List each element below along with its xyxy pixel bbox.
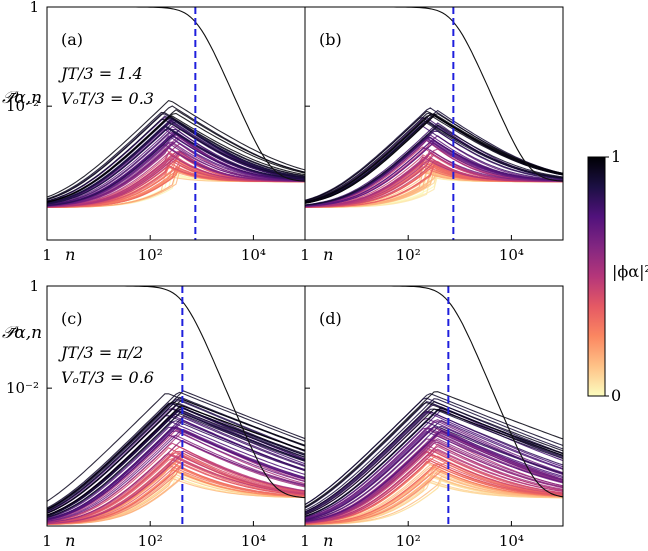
x-tick-label-1: n bbox=[323, 245, 333, 264]
curve-b-76 bbox=[305, 114, 563, 203]
x-tick-label-0: 1 bbox=[42, 246, 52, 264]
colorbar: 1 0 |ϕα|² bbox=[587, 147, 648, 405]
curve-c-63 bbox=[47, 398, 305, 511]
y-tick-label-1: 10⁻² bbox=[6, 379, 39, 397]
curve-c-71 bbox=[47, 410, 305, 518]
curve-d-31 bbox=[305, 460, 563, 524]
curve-d-58 bbox=[305, 430, 563, 523]
curve-c-35 bbox=[47, 450, 305, 525]
curve-c-79 bbox=[47, 401, 305, 510]
x-tick-label-1: n bbox=[65, 245, 75, 264]
decay-curve-c bbox=[47, 286, 305, 499]
colorbar-max-label: 1 bbox=[611, 147, 621, 166]
y-tick-label-1: 10⁻² bbox=[6, 97, 39, 115]
curve-c-77 bbox=[47, 399, 305, 514]
curve-d-7 bbox=[305, 479, 563, 526]
curve-d-63 bbox=[305, 409, 563, 518]
panel-label-c: (c) bbox=[61, 309, 82, 328]
x-tick-label-3: 10⁴ bbox=[241, 246, 266, 264]
colorbar-label: |ϕα|² bbox=[612, 262, 648, 281]
curve-c-30 bbox=[47, 447, 305, 523]
curve-a-32 bbox=[47, 152, 305, 208]
curve-d-57 bbox=[305, 430, 563, 520]
curve-c-74 bbox=[47, 390, 305, 511]
y-axis-label-top: 𝒫̄α,n bbox=[2, 88, 42, 108]
y-axis-label-bottom: 𝒫̄α,n bbox=[2, 323, 42, 343]
curve-d-76 bbox=[305, 401, 563, 513]
curve-d-71 bbox=[305, 398, 563, 511]
curve-c-73 bbox=[47, 391, 305, 509]
curve-c-46 bbox=[47, 428, 305, 522]
x-tick-label-0: 1 bbox=[300, 532, 310, 550]
x-tick-label-3: 10⁴ bbox=[241, 532, 266, 550]
curve-d-47 bbox=[305, 438, 563, 522]
annotation-1: VₒT/3 = 0.6 bbox=[61, 368, 154, 387]
panel-frame-b bbox=[304, 6, 564, 241]
x-tick-label-2: 10² bbox=[138, 532, 163, 550]
curve-c-36 bbox=[47, 429, 305, 521]
curve-d-20 bbox=[305, 470, 563, 525]
x-tick-label-2: 10² bbox=[396, 246, 421, 264]
panel-label-d: (d) bbox=[319, 309, 342, 328]
curve-c-70 bbox=[47, 407, 305, 517]
x-tick-label-1: n bbox=[323, 531, 333, 550]
x-tick-label-0: 1 bbox=[42, 532, 52, 550]
panel-b: 1 n 10² 10⁴ (b) bbox=[300, 6, 564, 264]
curve-c-60 bbox=[47, 420, 305, 519]
x-tick-label-2: 10² bbox=[138, 246, 163, 264]
curve-c-33 bbox=[47, 453, 305, 524]
curve-d-78 bbox=[305, 408, 563, 516]
curve-c-55 bbox=[47, 415, 305, 520]
curve-c-32 bbox=[47, 454, 305, 525]
curve-a-74 bbox=[47, 111, 305, 200]
curve-b-70 bbox=[305, 124, 563, 206]
x-tick-label-1: n bbox=[65, 531, 75, 550]
colorbar-bar bbox=[587, 156, 606, 397]
panel-label-b: (b) bbox=[319, 30, 342, 49]
annotation-0: JT/3 = 1.4 bbox=[58, 64, 143, 83]
curve-d-79 bbox=[305, 391, 563, 508]
decay-curve-b bbox=[305, 7, 563, 182]
decay-curve-a bbox=[47, 7, 305, 182]
curve-d-70 bbox=[305, 400, 563, 509]
decay-curve-d bbox=[305, 286, 563, 498]
curve-c-39 bbox=[47, 440, 305, 524]
curve-c-47 bbox=[47, 426, 305, 519]
panel-label-a: (a) bbox=[61, 30, 83, 49]
x-tick-label-3: 10⁴ bbox=[499, 246, 524, 264]
x-tick-label-2: 10² bbox=[396, 532, 421, 550]
curve-d-39 bbox=[305, 445, 563, 524]
curve-c-20 bbox=[47, 461, 305, 525]
curve-b-62 bbox=[305, 130, 563, 206]
curve-d-26 bbox=[305, 463, 563, 525]
curve-c-75 bbox=[47, 406, 305, 516]
curve-d-73 bbox=[305, 408, 563, 517]
y-tick-label-0: 1 bbox=[29, 277, 39, 295]
curve-b-49 bbox=[305, 139, 563, 207]
y-tick-label-0: 1 bbox=[29, 0, 39, 16]
curve-d-64 bbox=[305, 425, 563, 522]
annotation-1: VₒT/3 = 0.3 bbox=[61, 89, 154, 108]
x-tick-label-3: 10⁴ bbox=[499, 532, 524, 550]
panel-d: 1 n 10² 10⁴ (d) bbox=[300, 285, 564, 550]
annotation-0: JT/3 = π/2 bbox=[58, 343, 143, 362]
curve-b-79 bbox=[305, 115, 563, 204]
curve-d-74 bbox=[305, 393, 563, 505]
panel-frame-d bbox=[304, 285, 564, 527]
x-tick-label-0: 1 bbox=[300, 246, 310, 264]
curve-a-47 bbox=[47, 142, 305, 207]
curve-a-70 bbox=[47, 125, 305, 204]
colorbar-min-label: 0 bbox=[611, 386, 621, 405]
curve-a-79 bbox=[47, 112, 305, 203]
curve-d-77 bbox=[305, 402, 563, 508]
curve-a-72 bbox=[47, 118, 305, 202]
